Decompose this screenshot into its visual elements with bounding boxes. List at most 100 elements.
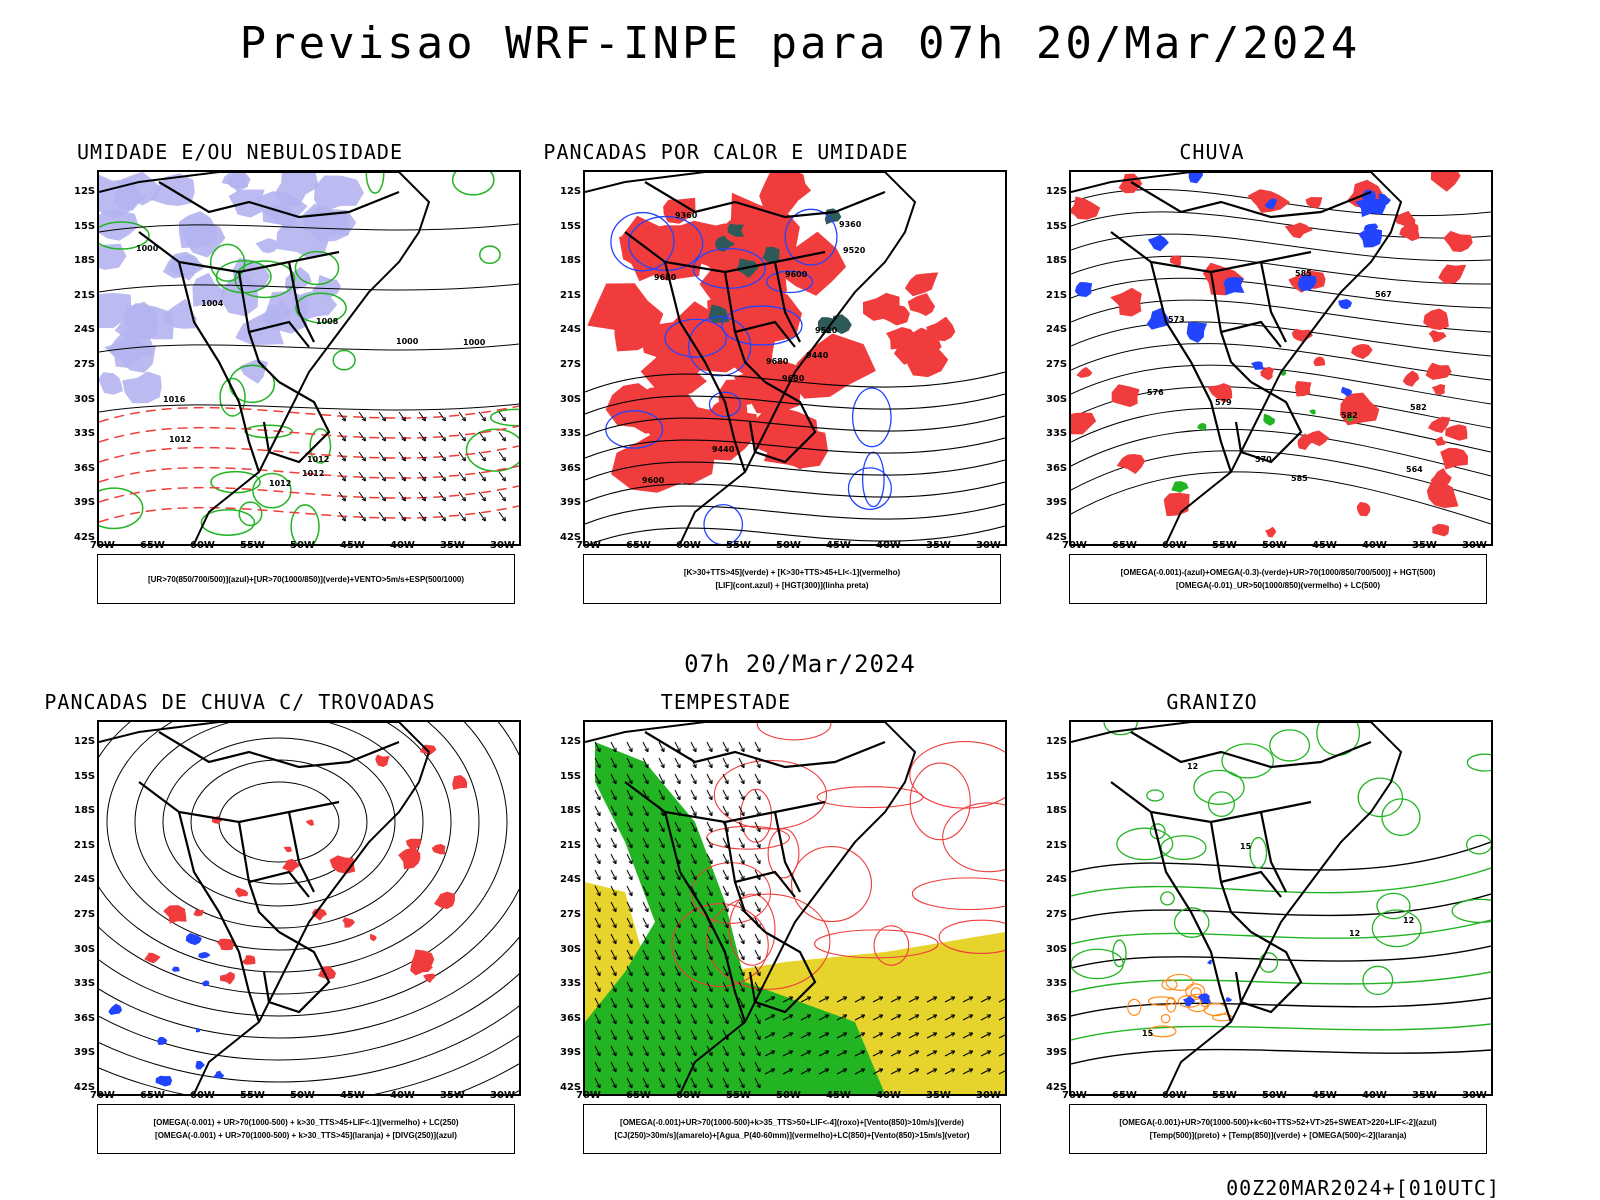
wind-vector <box>854 1032 866 1039</box>
rain-area <box>1295 381 1312 397</box>
wind-vector-head <box>986 1032 992 1037</box>
wind-vector <box>890 996 902 1003</box>
lif-contour <box>664 318 727 358</box>
thunderstorm-area <box>342 917 355 928</box>
wind-vector-head <box>724 987 729 993</box>
wind-vector <box>706 789 713 801</box>
contour-label: 579 <box>1215 398 1232 407</box>
longitude-label: 70W <box>576 540 601 551</box>
wind-vector-head <box>628 955 633 961</box>
wind-vector <box>690 805 697 817</box>
wind-vector-head <box>481 416 486 422</box>
latitude-label: 21S <box>560 289 582 301</box>
wind-vector-head <box>628 1003 633 1009</box>
wind-vector-head <box>692 763 697 769</box>
wind-vector-head <box>421 416 426 422</box>
wind-vector-head <box>724 811 729 817</box>
wind-vector <box>674 741 681 753</box>
wind-vector-head <box>676 1051 681 1057</box>
wind-vector-head <box>724 1083 729 1089</box>
streamline <box>99 936 519 1039</box>
contour-line <box>585 459 1005 481</box>
wind-vector-head <box>708 1051 713 1057</box>
longitude-label: 70W <box>90 540 115 551</box>
wind-vector <box>610 773 617 785</box>
wind-vector-head <box>740 955 745 961</box>
wind-vector-head <box>441 476 446 482</box>
wind-vector <box>610 933 617 945</box>
latitude-label: 15S <box>74 220 96 232</box>
wind-vector <box>782 1032 794 1039</box>
wind-vector <box>418 451 426 462</box>
wind-vector-head <box>724 763 729 769</box>
wind-vector <box>722 789 729 801</box>
humidity-area <box>99 372 123 395</box>
rain-area <box>1428 329 1447 343</box>
wind-vector-head <box>461 516 466 522</box>
latitude-label: 27S <box>1046 909 1068 920</box>
wind-vector-head <box>612 1067 617 1073</box>
hail-area <box>1207 959 1213 965</box>
legend-box: [K>30+TTS>45](verde) + [K>30+TTS>45+LI<-… <box>583 554 1001 604</box>
wind-vector-head <box>644 811 649 817</box>
wind-vector-head <box>612 779 617 785</box>
wind-vector <box>626 933 633 945</box>
wind-vector <box>674 949 681 961</box>
wind-vector-head <box>596 779 601 785</box>
wind-vector-head <box>756 1051 761 1057</box>
wind-vector-head <box>644 1019 649 1025</box>
wind-vector-head <box>724 907 729 913</box>
wind-vector-head <box>628 875 633 881</box>
wind-vector <box>658 789 665 801</box>
wind-vector <box>610 949 617 961</box>
wind-vector-head <box>501 516 506 522</box>
country-border <box>262 931 331 1014</box>
wind-vector <box>674 773 681 785</box>
wind-vector-head <box>860 1050 866 1055</box>
legend-box: [UR>70(850/700/500)](azul)+[UR>70(1000/8… <box>97 554 515 604</box>
country-border <box>237 821 280 933</box>
wind-vector-head <box>628 971 633 977</box>
wind-vector-head <box>788 1032 794 1037</box>
precip-water-contour <box>909 741 1005 809</box>
wind-vector-head <box>596 987 601 993</box>
convection-area <box>904 272 939 297</box>
longitude-label: 35W <box>440 540 465 551</box>
rain-area <box>1207 383 1233 403</box>
wind-vector-head <box>692 1083 697 1089</box>
rain-area <box>1076 366 1093 378</box>
wind-vector <box>706 965 713 977</box>
wind-vector <box>398 431 406 442</box>
latitude-label: 24S <box>1046 874 1068 886</box>
lif-contour <box>851 387 892 448</box>
wind-vector-head <box>628 923 633 929</box>
wind-vector <box>498 411 506 422</box>
wind-vector-head <box>932 1050 938 1055</box>
wind-vector <box>338 511 346 522</box>
latitude-label: 12S <box>560 736 582 747</box>
wind-vector-head <box>932 1068 938 1073</box>
latitude-label: 42S <box>1046 1082 1068 1093</box>
wind-vector <box>738 949 745 961</box>
wind-vector <box>642 1013 649 1025</box>
wind-vector <box>872 1050 884 1057</box>
wind-vector <box>626 869 633 881</box>
wind-vector <box>690 917 697 929</box>
wind-vector-head <box>756 955 761 961</box>
longitude-label: 55W <box>240 540 265 551</box>
rain-area <box>1351 343 1373 360</box>
wind-vector-head <box>596 1019 601 1025</box>
wind-vector <box>626 917 633 929</box>
wind-vector <box>836 1014 848 1021</box>
omega-area <box>1264 198 1278 210</box>
wind-vector <box>738 853 745 865</box>
precip-water-contour <box>942 802 1005 873</box>
contour-line <box>99 485 519 503</box>
wind-vector <box>338 431 346 442</box>
contour-label: 1008 <box>316 317 339 326</box>
rain-area <box>1260 366 1275 381</box>
main-title: Previsao WRF-INPE para 07h 20/Mar/2024 <box>239 18 1361 69</box>
wind-vector <box>610 853 617 865</box>
wind-vector-head <box>692 747 697 753</box>
wind-vector-head <box>914 996 920 1001</box>
